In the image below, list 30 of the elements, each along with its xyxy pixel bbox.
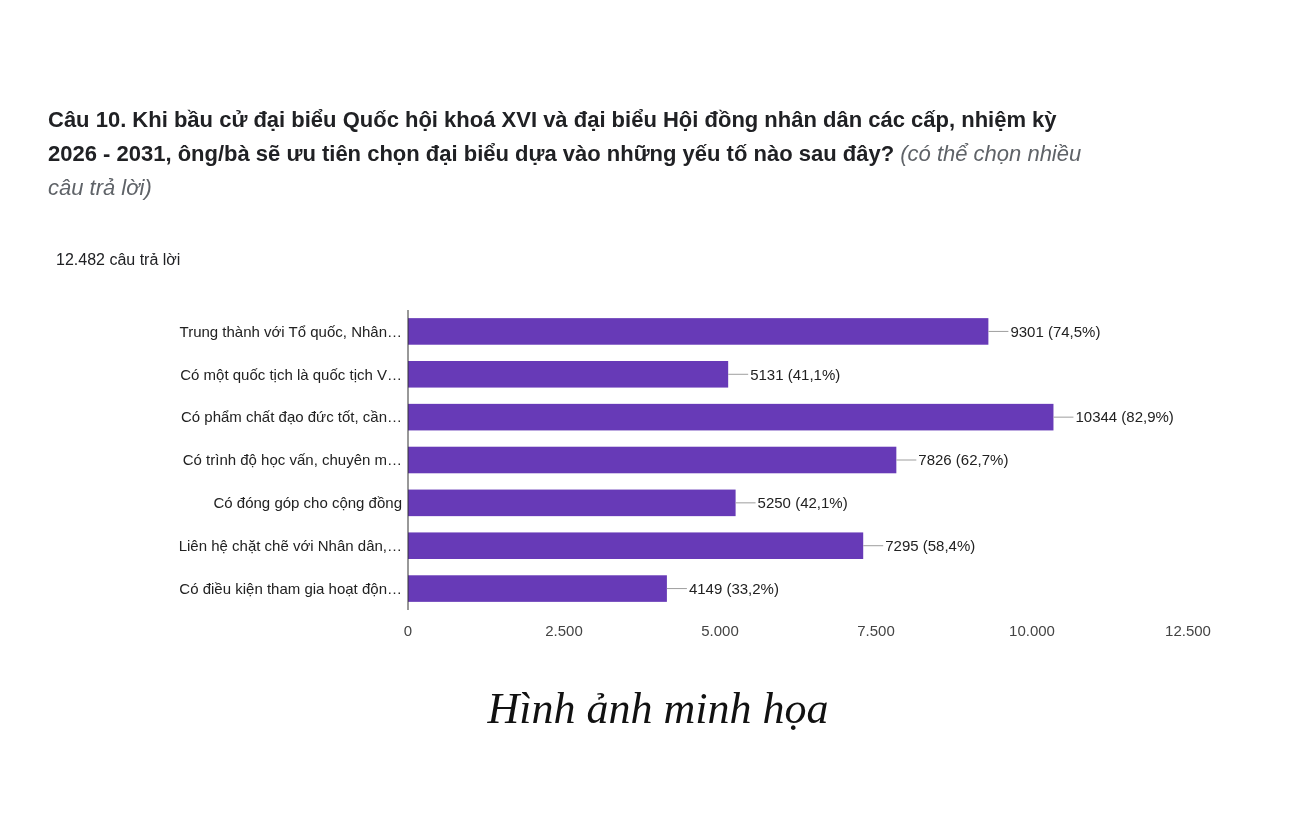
bar: [408, 446, 897, 474]
bar: [408, 403, 1054, 431]
text: Hình ảnh minh họa: [486, 684, 829, 733]
y-tick-label: Liên hệ chặt chẽ với Nhân dân,…: [178, 536, 402, 554]
data-label: 7295 (58,4%): [885, 536, 976, 554]
text: 12.482 câu trả lời: [56, 251, 181, 268]
bar: [408, 318, 989, 345]
x-tick-label: 2.500: [545, 622, 583, 639]
x-tick-label: 5.000: [701, 622, 739, 639]
y-tick-label: Có đóng góp cho cộng đồng: [213, 494, 402, 512]
y-tick-label: Có điều kiện tham gia hoạt độn…: [179, 579, 402, 597]
bar: [408, 361, 729, 388]
data-label: 4149 (33,2%): [688, 579, 779, 597]
x-tick-label: 12.500: [1165, 622, 1211, 639]
bar: [408, 532, 864, 559]
y-tick-label: Có một quốc tịch là quốc tịch V…: [180, 365, 402, 383]
y-tick-label: Trung thành với Tổ quốc, Nhân…: [179, 322, 402, 340]
data-label: 5131 (41,1%): [750, 365, 841, 383]
data-label: 5250 (42,1%): [757, 494, 848, 512]
bar: [408, 575, 667, 602]
data-label: 10344 (82,9%): [1075, 408, 1174, 426]
chart-title: Câu 10. Khi bầu cử đại biểu Quốc hội khoá XVI và đại biểu Hội đồng nhân dân các cấp, nhiệm kỳ 2026 - 2031, ông/bà sẽ ưu tiên chọn đại biểu dựa vào những yếu tố nào sau đây? (có thể chọn nhiều câu trả lời): [48, 107, 1082, 200]
x-tick-label: 7.500: [857, 622, 895, 639]
y-tick-label: Có phẩm chất đạo đức tốt, cần…: [181, 408, 402, 426]
x-tick-label: 10.000: [1009, 622, 1055, 639]
data-label: 9301 (74,5%): [1010, 322, 1101, 340]
bar: [408, 489, 736, 517]
y-tick-label: Có trình độ học vấn, chuyên m…: [182, 451, 402, 469]
x-tick-label: 0: [403, 622, 413, 639]
data-label: 7826 (62,7%): [918, 451, 1009, 469]
